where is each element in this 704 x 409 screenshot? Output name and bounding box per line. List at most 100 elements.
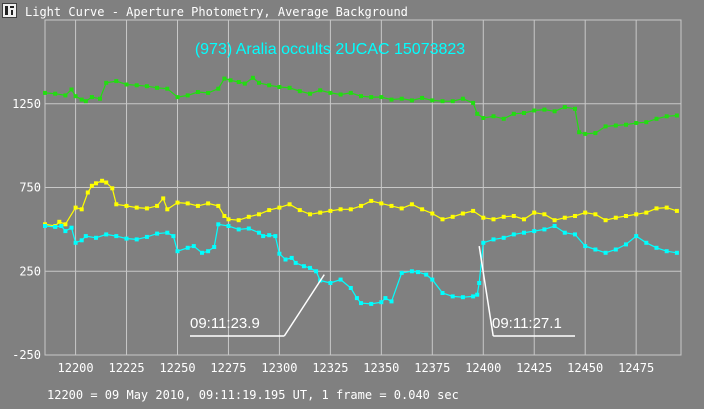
- footer-info: 12200 = 09 May 2010, 09:11:19.195 UT, 1 …: [47, 388, 459, 402]
- data-point: [236, 218, 241, 223]
- data-point: [379, 95, 384, 100]
- data-point: [338, 92, 343, 97]
- data-point: [191, 244, 196, 249]
- data-point: [613, 215, 618, 220]
- data-point: [338, 207, 343, 212]
- data-point: [409, 202, 414, 207]
- data-point: [613, 247, 618, 252]
- data-point: [246, 214, 251, 219]
- data-point: [328, 208, 333, 213]
- data-point: [420, 95, 425, 100]
- data-point: [69, 225, 74, 230]
- series-line: [44, 77, 677, 135]
- data-point: [552, 218, 557, 223]
- data-point: [450, 99, 455, 104]
- data-point: [348, 90, 353, 95]
- data-point: [314, 269, 319, 274]
- y-tick-label: 750: [19, 181, 41, 195]
- data-point: [222, 214, 227, 218]
- data-point: [491, 237, 496, 242]
- data-point: [206, 201, 211, 206]
- data-point: [53, 91, 58, 96]
- x-tick-label: 12425: [516, 361, 552, 375]
- data-point: [522, 230, 526, 235]
- data-point: [359, 203, 363, 208]
- data-point: [175, 249, 180, 254]
- data-point: [216, 86, 221, 91]
- data-point: [114, 202, 119, 207]
- data-point: [664, 205, 669, 210]
- series-group: [43, 75, 679, 306]
- data-point: [420, 207, 425, 212]
- x-tick-label: 12300: [261, 361, 297, 375]
- window-title: Light Curve - Aperture Photometry, Avera…: [25, 5, 408, 19]
- data-point: [624, 122, 628, 127]
- data-point: [532, 108, 537, 113]
- data-point: [501, 214, 506, 219]
- data-point: [501, 116, 506, 121]
- data-point: [155, 85, 160, 90]
- data-point: [359, 94, 363, 99]
- data-point: [277, 205, 282, 210]
- data-point: [511, 214, 516, 218]
- data-point: [200, 250, 204, 255]
- data-point: [318, 210, 323, 215]
- data-point: [155, 231, 160, 236]
- data-point: [409, 98, 414, 103]
- data-point: [562, 215, 567, 220]
- series-1: [43, 75, 679, 136]
- data-point: [250, 75, 255, 80]
- data-point: [379, 201, 384, 206]
- x-tick-label: 12475: [618, 361, 654, 375]
- data-point: [110, 186, 115, 191]
- data-point: [114, 234, 119, 239]
- x-tick-label: 12325: [312, 361, 348, 375]
- data-point: [155, 203, 160, 208]
- data-point: [552, 224, 557, 228]
- data-point: [242, 81, 247, 86]
- data-point: [460, 96, 465, 101]
- data-point: [440, 291, 445, 295]
- data-point: [236, 80, 241, 84]
- data-point: [301, 264, 306, 269]
- data-point: [53, 224, 58, 229]
- window-title-bar[interactable]: Light Curve - Aperture Photometry, Avera…: [0, 0, 704, 26]
- data-point: [613, 123, 618, 128]
- data-point: [481, 240, 486, 245]
- data-point: [297, 208, 302, 213]
- data-point: [348, 286, 353, 290]
- data-point: [287, 85, 292, 90]
- data-point: [100, 178, 105, 183]
- data-point: [477, 281, 482, 285]
- data-point: [481, 215, 486, 220]
- data-point: [165, 86, 170, 91]
- data-point: [511, 111, 516, 116]
- data-point: [226, 217, 231, 222]
- x-tick-label: 12275: [210, 361, 246, 375]
- data-point: [98, 96, 102, 101]
- data-point: [212, 245, 217, 249]
- data-point: [654, 116, 659, 121]
- data-point: [664, 249, 669, 254]
- data-point: [273, 234, 278, 239]
- data-point: [124, 203, 129, 208]
- data-point: [104, 80, 109, 85]
- data-point: [409, 269, 414, 274]
- x-tick-label: 12375: [414, 361, 450, 375]
- data-point: [83, 234, 88, 239]
- data-point: [583, 244, 588, 249]
- annotation-1: 09:11:23.9: [190, 274, 325, 337]
- data-point: [471, 208, 476, 213]
- data-point: [246, 226, 251, 231]
- data-point: [226, 224, 231, 228]
- data-point: [542, 212, 547, 217]
- data-point: [308, 212, 312, 217]
- data-point: [389, 203, 394, 208]
- y-tick-label: -250: [12, 348, 41, 362]
- annotation-label: 09:11:27.1: [492, 315, 562, 332]
- data-point: [94, 235, 98, 240]
- x-tick-label: 12400: [465, 361, 501, 375]
- data-point: [185, 201, 190, 206]
- data-point: [369, 95, 374, 100]
- data-point: [450, 214, 455, 219]
